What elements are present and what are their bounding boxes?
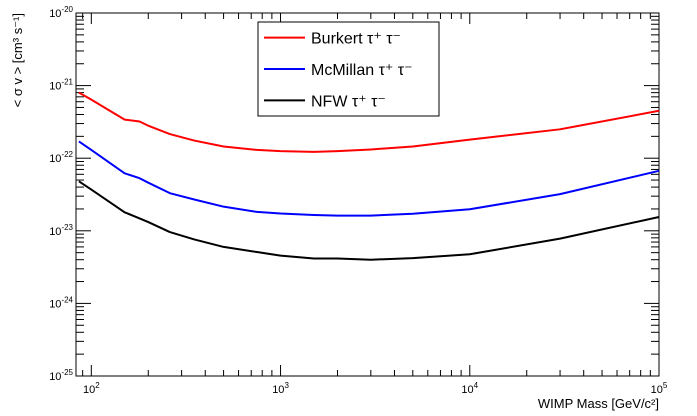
series-line-0 — [78, 91, 660, 153]
x-tick-label: 102 — [83, 381, 100, 396]
x-tick-label: 105 — [651, 381, 668, 396]
plot-series — [78, 91, 660, 261]
plot-frame — [75, 12, 660, 377]
series-line-2 — [78, 180, 660, 261]
x-axis-title: WIMP Mass [GeV/c²] — [538, 396, 659, 411]
x-tick-label: 104 — [461, 381, 478, 396]
y-tick-label: 10-24 — [49, 295, 73, 310]
legend-label: Burkert τ⁺ τ⁻ — [311, 31, 401, 48]
axes: 102 103 104 105 10-25 10-24 10-23 10-22 10-21 10-… — [10, 5, 668, 411]
y-axis-title: < σ v > [cm³ s⁻¹] — [10, 13, 25, 107]
series-line-1 — [78, 140, 660, 217]
x-tick-label: 103 — [272, 381, 289, 396]
y-tick-label: 10-21 — [49, 78, 73, 93]
legend-label: McMillan τ⁺ τ⁻ — [311, 62, 413, 79]
y-tick-label: 10-23 — [49, 223, 73, 238]
y-tick-label: 10-22 — [49, 150, 73, 165]
y-tick-label: 10-25 — [49, 368, 73, 383]
legend-label: NFW τ⁺ τ⁻ — [311, 93, 386, 110]
legend: Burkert τ⁺ τ⁻ McMillan τ⁺ τ⁻ NFW τ⁺ τ⁻ — [257, 21, 440, 117]
y-tick-label: 10-20 — [49, 5, 73, 20]
